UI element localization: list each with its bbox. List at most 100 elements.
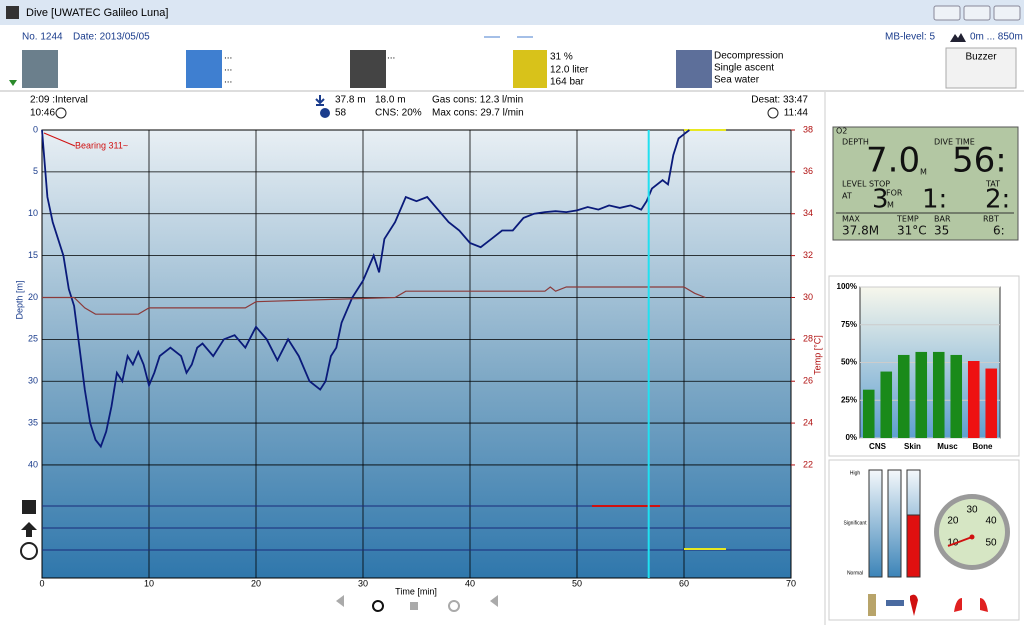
series-line [41,129,690,449]
y-tick-label: 0% [845,433,857,442]
x-tick-label: 40 [465,578,475,588]
y2-axis-label: Temp [°C] [812,335,822,375]
lcd-label: RBT [983,215,999,224]
lcd-depth: 7.0 [866,141,920,181]
cns-count: 58 [335,108,347,119]
depth-icon [315,95,325,106]
gauge-level: High [850,470,861,476]
bar [985,368,998,438]
lcd-stop-depth: 3 [872,185,889,215]
dial-label: 50 [985,538,997,549]
deco-line: Sea water [714,75,760,86]
next-button[interactable] [490,595,498,607]
altitude-range: 0m ... 850m [970,32,1023,43]
lcd-label: MAX [842,215,860,224]
altitude-icon [950,33,966,42]
gauge-tube [868,469,883,578]
camera-icon[interactable] [350,50,386,88]
prev-button[interactable] [336,595,344,607]
bearing-annotation: Bearing 311~ [75,140,128,150]
bar [862,389,875,438]
y-tick-label: 50% [841,358,857,367]
minimize-button[interactable] [933,5,961,21]
tool-icon[interactable] [886,600,904,606]
divers-icon[interactable] [22,50,58,88]
y-tick-label: 25 [28,334,38,344]
lcd-label: TEMP [896,215,919,224]
lcd-label: BAR [934,215,951,224]
computer-display [832,126,1019,241]
y-axis-label: Depth [m] [14,280,24,319]
dial-label: 20 [947,516,959,527]
lcd-temp: 31°C [897,224,927,238]
bar [897,354,910,438]
bar [950,354,963,438]
zoom-out-button[interactable] [448,600,460,612]
interval: 2:09 :Interval [30,95,88,106]
ascent-icon [21,522,37,537]
buzzer-box[interactable] [945,47,1017,89]
clock-icon [55,107,67,119]
x-tick-label: CNS [869,442,887,451]
x-tick-label: 60 [679,578,689,588]
x-tick-label: 10 [144,578,154,588]
cns-icon [320,108,330,118]
tool-icon[interactable] [868,594,876,616]
lcd-label: TAT [985,180,1000,189]
close-button[interactable] [993,5,1021,21]
gas-line: 31 % [550,52,573,63]
bar [915,351,928,438]
y-tick-label: 5 [33,166,38,176]
x-tick-label: 20 [251,578,261,588]
annotation-line [43,132,76,147]
lcd-unit: M [920,168,927,177]
deco-icon[interactable] [676,50,712,88]
lung-icon [22,500,36,514]
deco-line: Single ascent [714,63,774,74]
lcd-max: 37.8M [842,224,879,238]
dive-profile: 0 10 20 30 40 50 60 70 0 5 10 15 20 25 30 35 40 22 24 26 28 3… [28,124,813,588]
y-tick-label: 25% [841,395,857,404]
title-bar [0,0,1024,25]
window-title: Dive [UWATEC Galileo Luna] [26,7,168,19]
x-tick-label: Bone [973,442,994,451]
x-tick-label: 50 [572,578,582,588]
maximize-button[interactable] [963,5,991,21]
gauge-fill [906,514,921,578]
bar [932,351,945,438]
tool-icon[interactable] [910,594,918,616]
y2-tick-label: 30 [803,292,813,302]
tank-icon[interactable] [513,50,547,88]
lcd-label: DIVE TIME [934,138,975,147]
lcd-rbt: 6: [993,224,1005,238]
expand-arrow[interactable] [9,80,17,86]
weather-line: ... [224,63,232,74]
stop-button[interactable] [410,602,418,610]
bar [880,371,893,438]
y-tick-label: 10 [28,208,38,218]
gauge-level: Significant [843,520,867,526]
y2-tick-label: 26 [803,376,813,386]
lung-icon[interactable] [954,598,988,612]
max-depth: 37.8 m [335,95,366,106]
dive-number: No. 1244 [22,32,63,43]
lcd: O2 DEPTH 7.0 M DIVE TIME 56: LEVEL STOP … [836,127,1014,238]
y-tick-label: 75% [841,320,857,329]
y2-tick-label: 32 [803,250,813,260]
gas-line: 12.0 liter [550,65,589,76]
dial-needle [947,536,973,547]
tissue-chart: 0% 25% 50% 75% 100% CNS Skin Musc Bone [837,282,1001,451]
zoom-in-button[interactable] [372,600,384,612]
clock-icon [767,107,779,119]
deco-line: Decompression [714,51,783,62]
gauge-tube [887,469,902,578]
dive-date: Date: 2013/05/05 [73,32,150,43]
app-icon [6,6,19,19]
weather-icon[interactable] [186,50,222,88]
x-tick-label: 30 [358,578,368,588]
x-tick-label: 70 [786,578,796,588]
lcd-bar: 35 [934,224,949,238]
y-tick-label: 35 [28,417,38,427]
gas-line: 164 bar [550,77,585,88]
start-time: 10:46 [30,108,55,119]
